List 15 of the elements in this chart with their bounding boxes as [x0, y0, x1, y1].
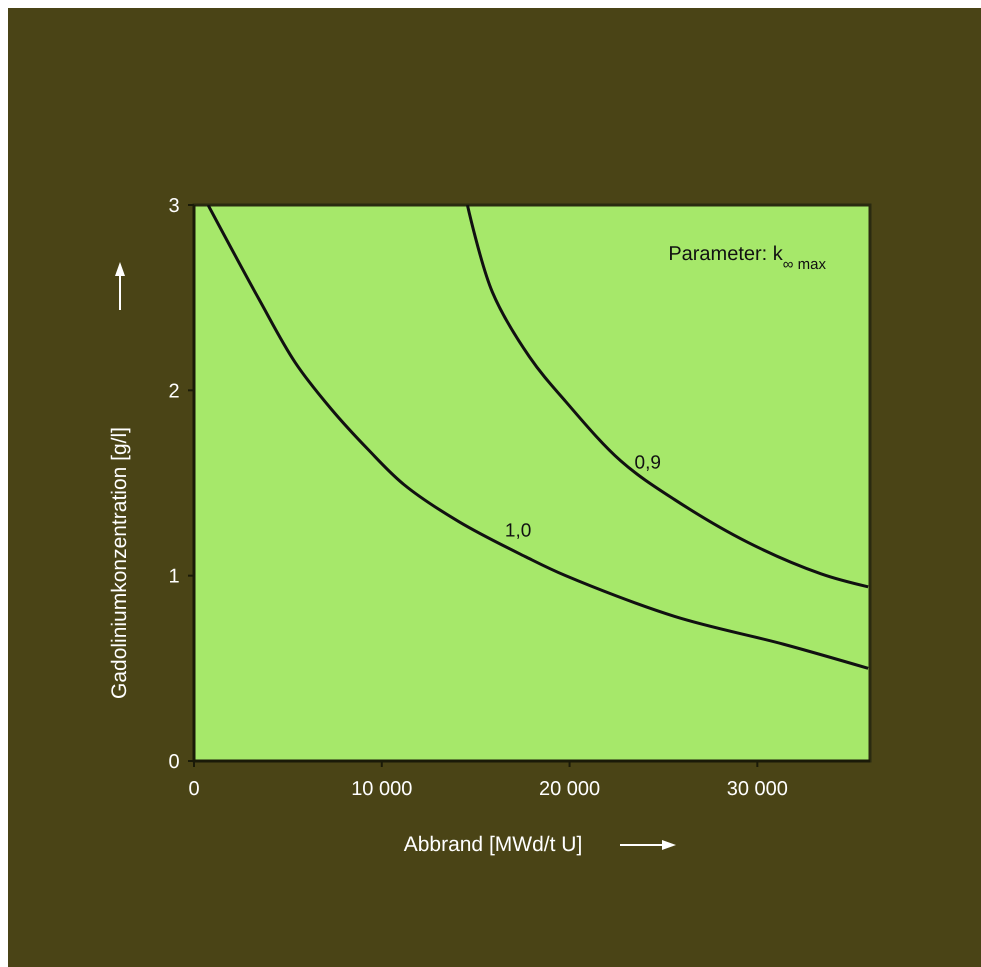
x-axis-title: Abbrand [MWd/t U]	[404, 833, 582, 856]
series-label: 1,0	[504, 520, 532, 542]
y-tick-label: 1	[168, 566, 180, 588]
y-axis-title: Gadoliniumkonzentration [g/l]	[108, 427, 131, 699]
y-tick-label: 0	[168, 751, 180, 773]
y-tick-label: 2	[168, 380, 180, 402]
x-tick-label: 30 000	[726, 778, 788, 800]
x-tick-label: 20 000	[538, 778, 600, 800]
line-series	[206, 205, 870, 670]
series-label: 0,9	[634, 452, 661, 474]
annotation: Parameter: k$_{∞ max}$	[668, 243, 826, 272]
x-tick-label: 0	[188, 778, 200, 800]
line-series	[466, 205, 870, 588]
y-tick-label: 3	[168, 195, 180, 217]
x-tick-label: 10 000	[351, 778, 412, 800]
